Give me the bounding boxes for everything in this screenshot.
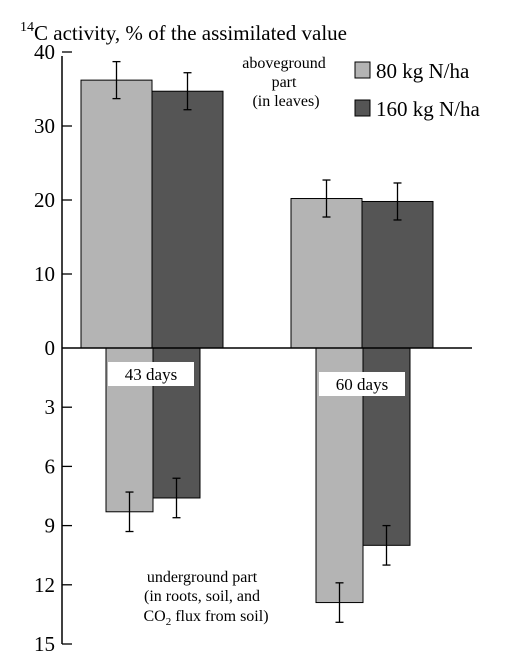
error-bar-below-160-2 xyxy=(382,524,391,566)
y-tick-label-upper: 10 xyxy=(34,262,55,286)
y-tick-label-lower: 12 xyxy=(34,573,55,597)
svg-text:43 days: 43 days xyxy=(125,365,177,384)
bar-above-80-1 xyxy=(80,79,153,349)
legend-swatch-160 xyxy=(354,99,371,117)
title-superscript: 14 xyxy=(20,20,34,35)
legend: 80 kg N/ha 160 kg N/ha xyxy=(354,59,481,121)
chart-title: 14C activity, % of the assimilated value xyxy=(20,20,347,45)
aboveground-annotation: aboveground part (in leaves) xyxy=(242,55,330,110)
error-bar-below-80-1 xyxy=(125,491,134,533)
y-tick-label-upper: 0 xyxy=(45,336,56,360)
y-tick-label-upper: 30 xyxy=(34,114,55,138)
y-tick-label-lower: 15 xyxy=(34,632,55,652)
error-bar-above-80-2 xyxy=(322,179,331,218)
legend-swatch-80 xyxy=(354,61,371,79)
title-main: C activity, % of the assimilated value xyxy=(34,21,347,45)
error-bar-below-80-2 xyxy=(335,582,344,623)
bars-layer xyxy=(80,79,434,604)
legend-label-160: 160 kg N/ha xyxy=(376,97,481,121)
y-tick-label-lower: 6 xyxy=(45,454,56,478)
category-label-1: 43 days xyxy=(108,362,194,386)
underground-annotation: underground part (in roots, soil, and CO… xyxy=(143,569,268,628)
legend-label-80: 80 kg N/ha xyxy=(376,59,470,83)
y-tick-label-upper: 20 xyxy=(34,188,55,212)
category-label-2: 60 days xyxy=(319,372,405,396)
y-tick-label-upper: 40 xyxy=(34,40,55,64)
bar-above-80-2 xyxy=(290,198,363,349)
bar-above-160-1 xyxy=(151,90,224,349)
error-bar-above-160-1 xyxy=(183,72,192,111)
error-bar-above-160-2 xyxy=(393,182,402,221)
svg-text:60 days: 60 days xyxy=(336,375,388,394)
error-bar-above-80-1 xyxy=(112,60,121,100)
error-bar-below-160-1 xyxy=(172,477,181,519)
bar-above-160-2 xyxy=(361,200,434,349)
y-tick-label-lower: 9 xyxy=(45,514,56,538)
error-bars-layer xyxy=(112,60,402,623)
ticks-layer: 0 10 20 30 40 3 6 9 12 15 xyxy=(34,40,72,652)
y-tick-label-lower: 3 xyxy=(45,395,56,419)
